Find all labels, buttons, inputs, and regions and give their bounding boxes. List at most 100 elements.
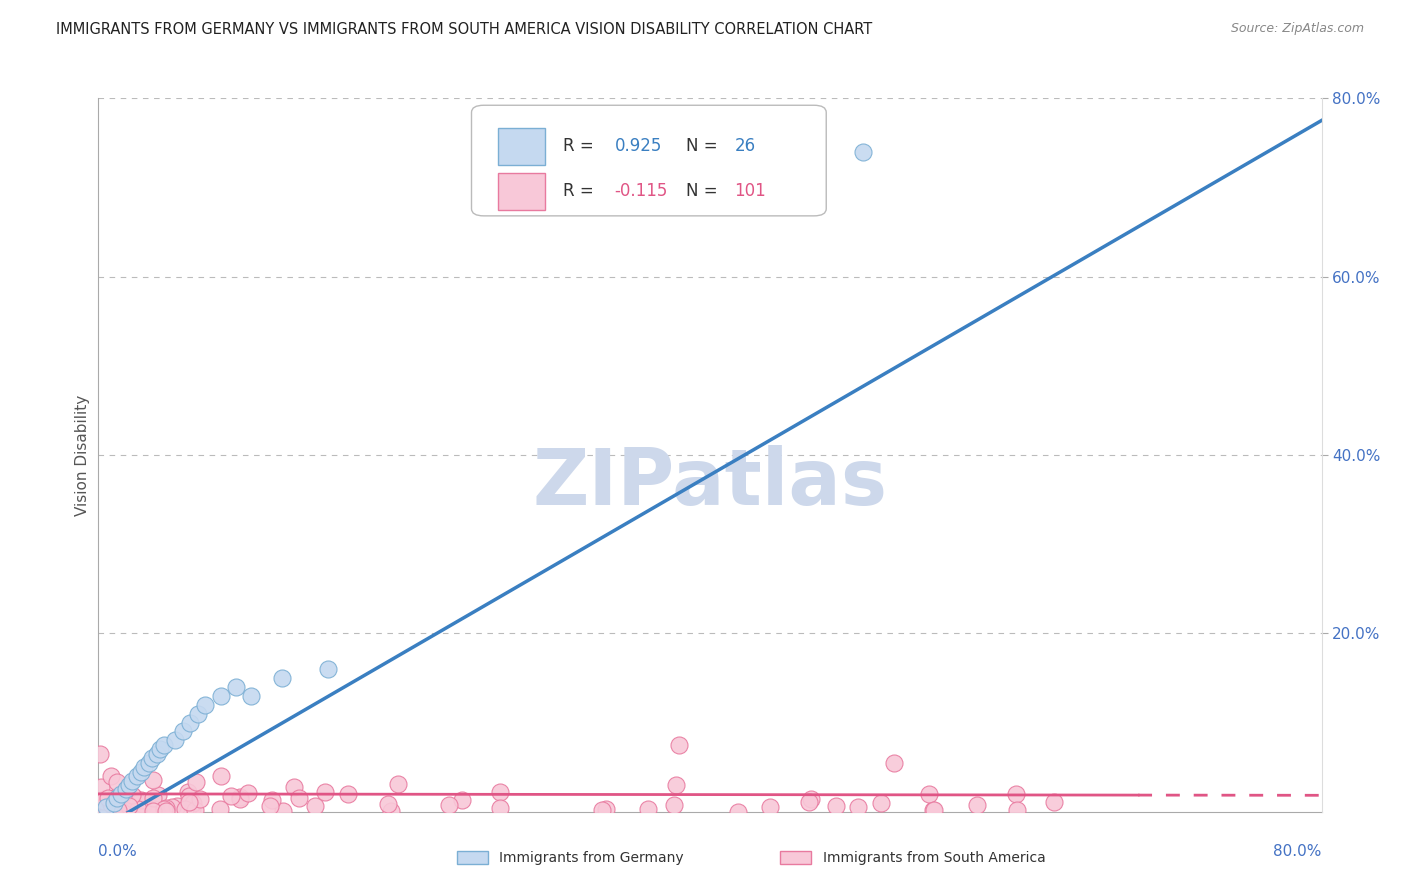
Point [824, 799, 846, 814]
Point [118, 799, 141, 814]
Text: -0.115: -0.115 [614, 182, 668, 201]
Point [142, 802, 165, 816]
Point [127, 803, 149, 817]
Point [1042, 796, 1064, 810]
Point [314, 785, 336, 799]
Point [97, 803, 120, 817]
Text: Immigrants from South America: Immigrants from South America [823, 851, 1045, 865]
Point [727, 805, 749, 819]
Point [283, 780, 305, 794]
Text: 80.0%: 80.0% [1274, 844, 1322, 859]
Point [664, 798, 686, 813]
Point [637, 802, 659, 816]
Point [229, 792, 252, 806]
Point [131, 793, 153, 807]
Point [304, 798, 326, 813]
Point [194, 698, 217, 712]
Point [91, 794, 114, 808]
Point [127, 802, 149, 816]
Point [184, 803, 207, 817]
Point [114, 795, 136, 809]
Point [591, 803, 613, 817]
Point [122, 791, 145, 805]
Point [966, 798, 988, 813]
Point [105, 803, 128, 817]
Point [758, 800, 780, 814]
Point [450, 793, 472, 807]
Point [163, 733, 186, 747]
Point [665, 778, 688, 792]
Point [208, 802, 231, 816]
Point [489, 784, 512, 798]
Point [238, 786, 260, 800]
Point [259, 798, 281, 813]
Point [489, 801, 512, 815]
Point [271, 805, 294, 819]
Text: N =: N = [686, 137, 723, 155]
Point [177, 784, 200, 798]
Point [846, 800, 869, 814]
Point [112, 786, 135, 800]
Point [115, 799, 138, 814]
Point [104, 803, 127, 817]
Point [160, 800, 183, 814]
Point [124, 791, 146, 805]
Point [105, 789, 128, 803]
Point [97, 790, 120, 805]
Text: ZIPatlas: ZIPatlas [533, 445, 887, 522]
Point [337, 787, 360, 801]
Point [142, 804, 165, 818]
Point [219, 789, 242, 804]
Point [87, 797, 110, 812]
Point [107, 803, 129, 817]
Point [90, 797, 112, 812]
Point [100, 795, 122, 809]
Point [179, 795, 201, 809]
Point [100, 797, 122, 812]
Point [155, 800, 177, 814]
Point [145, 747, 167, 761]
Point [103, 796, 125, 810]
Point [132, 799, 155, 814]
Text: Immigrants from Germany: Immigrants from Germany [499, 851, 683, 865]
Point [387, 776, 409, 790]
Point [103, 794, 125, 808]
Point [100, 769, 122, 783]
Point [96, 795, 118, 809]
Point [141, 751, 163, 765]
Point [260, 793, 283, 807]
Text: Source: ZipAtlas.com: Source: ZipAtlas.com [1230, 22, 1364, 36]
Point [852, 145, 875, 159]
Point [229, 789, 252, 804]
Text: R =: R = [564, 182, 599, 201]
Point [122, 797, 145, 811]
Point [172, 724, 194, 739]
Point [1007, 803, 1029, 817]
Point [316, 662, 339, 676]
FancyBboxPatch shape [471, 105, 827, 216]
Point [288, 791, 311, 805]
FancyBboxPatch shape [498, 128, 546, 165]
Point [922, 804, 945, 818]
Point [918, 787, 941, 801]
Text: N =: N = [686, 182, 723, 201]
FancyBboxPatch shape [498, 173, 546, 210]
Point [180, 801, 202, 815]
Point [129, 764, 152, 779]
Point [142, 773, 165, 788]
Point [190, 791, 212, 805]
Point [184, 775, 207, 789]
Point [437, 797, 460, 812]
Point [377, 797, 399, 811]
Text: IMMIGRANTS FROM GERMANY VS IMMIGRANTS FROM SOUTH AMERICA VISION DISABILITY CORRE: IMMIGRANTS FROM GERMANY VS IMMIGRANTS FR… [56, 22, 873, 37]
Point [595, 802, 617, 816]
Point [125, 769, 148, 783]
Point [90, 780, 112, 794]
Point [240, 689, 263, 703]
Point [121, 788, 143, 802]
Text: R =: R = [564, 137, 599, 155]
Text: 101: 101 [734, 182, 766, 201]
Point [797, 795, 820, 809]
Point [922, 803, 945, 817]
Point [93, 802, 115, 816]
